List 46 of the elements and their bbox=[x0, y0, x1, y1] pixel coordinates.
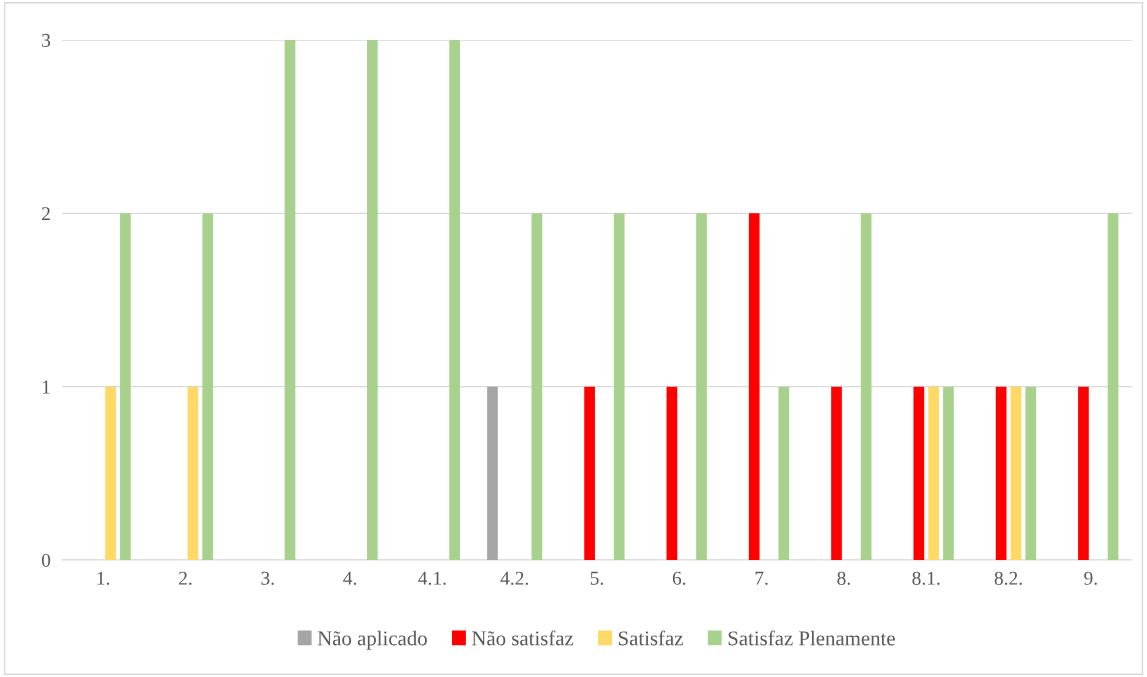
x-tick-label: 9. bbox=[1084, 571, 1097, 585]
x-tick-label: 7. bbox=[755, 571, 768, 585]
bar bbox=[943, 386, 954, 560]
x-tick-label: 1. bbox=[97, 571, 110, 585]
bar bbox=[487, 386, 498, 560]
x-tick-label: 4.1. bbox=[418, 571, 446, 585]
bar bbox=[1078, 386, 1089, 560]
bar bbox=[284, 40, 296, 560]
bar bbox=[748, 213, 760, 560]
x-tick-label: 8. bbox=[837, 571, 850, 585]
bar bbox=[613, 213, 625, 560]
legend-label: Não aplicado bbox=[317, 630, 427, 650]
y-tick-label: 2 bbox=[42, 207, 50, 221]
legend-label: Não satisfaz bbox=[472, 630, 574, 646]
bar bbox=[449, 40, 460, 560]
bar bbox=[1010, 386, 1022, 560]
bar bbox=[1025, 386, 1037, 560]
bar bbox=[666, 386, 678, 560]
bar bbox=[860, 213, 872, 560]
bar bbox=[696, 213, 707, 560]
x-tick-label: 8.2. bbox=[994, 571, 1022, 585]
y-tick-label: 0 bbox=[41, 553, 51, 567]
bar bbox=[202, 213, 214, 560]
bar bbox=[120, 213, 131, 560]
bar bbox=[831, 386, 842, 560]
x-tick-label: 3. bbox=[261, 571, 274, 585]
bar bbox=[531, 213, 543, 560]
bar bbox=[187, 386, 199, 560]
bar bbox=[928, 386, 939, 560]
x-tick-label: 8.1. bbox=[912, 571, 940, 585]
bar bbox=[105, 386, 116, 560]
x-tick-label: 2. bbox=[179, 571, 192, 585]
bar bbox=[778, 386, 790, 560]
bar bbox=[995, 386, 1007, 560]
legend-label: Satisfaz bbox=[618, 630, 683, 646]
bar bbox=[1107, 213, 1119, 560]
legend-label: Satisfaz Plenamente bbox=[728, 630, 895, 646]
x-tick-label: 5. bbox=[590, 571, 604, 585]
y-tick-label: 1 bbox=[42, 380, 50, 394]
x-tick-label: 4. bbox=[343, 571, 357, 585]
x-tick-label: 6. bbox=[672, 571, 686, 585]
bar bbox=[584, 386, 595, 560]
y-tick-label: 3 bbox=[42, 33, 51, 47]
bar bbox=[913, 386, 925, 560]
x-tick-label: 4.2. bbox=[500, 571, 528, 585]
bar bbox=[366, 40, 378, 560]
